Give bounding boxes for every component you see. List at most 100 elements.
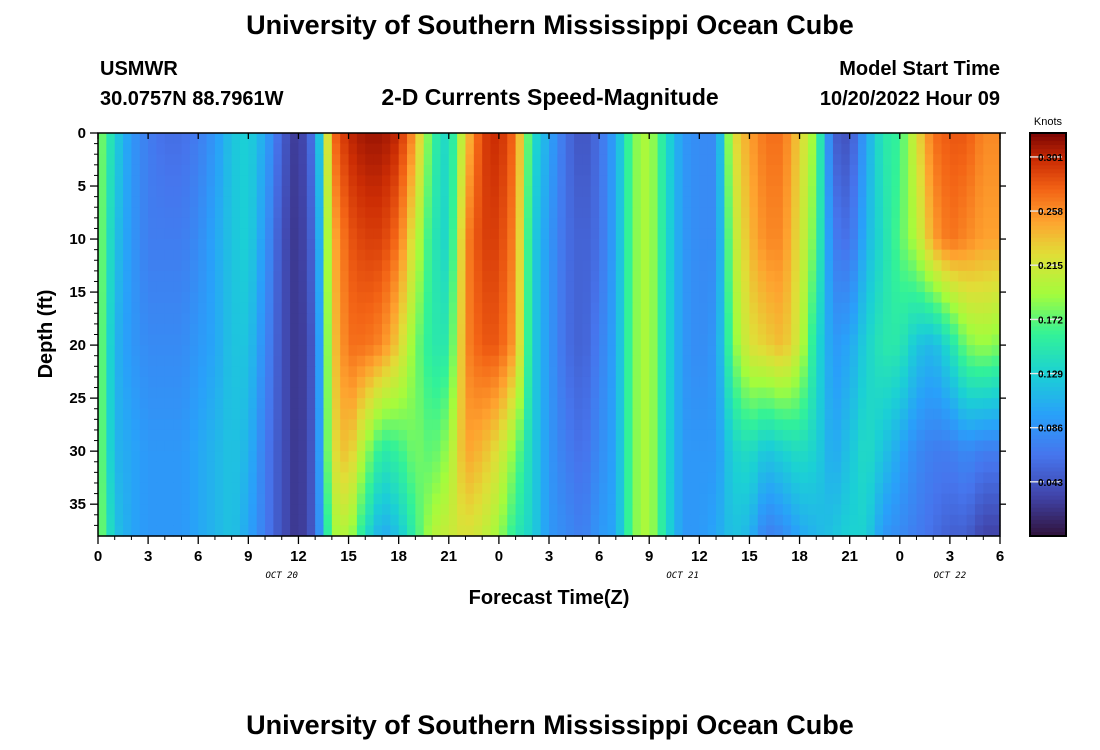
heatmap-cell [916,504,926,516]
heatmap-cell [883,472,893,484]
heatmap-cell [189,302,199,314]
heatmap-cell [849,323,859,336]
heatmap-cell [866,345,876,357]
heatmap-cell [916,440,926,452]
heatmap-cell [189,398,199,410]
heatmap-cell [841,429,851,442]
heatmap-cell [123,461,133,473]
heatmap-cell [381,419,391,431]
heatmap-cell [98,429,107,442]
heatmap-cell [315,175,325,187]
heatmap-cell [164,239,174,251]
heatmap-cell [507,429,517,442]
heatmap-cell [407,292,416,304]
heatmap-cell [423,270,433,283]
heatmap-cell [557,302,567,314]
heatmap-cell [908,355,918,367]
heatmap-cell [949,313,959,325]
heatmap-cell [532,525,542,537]
heatmap-cell [807,419,817,431]
heatmap-cell [599,292,609,304]
heatmap-cell [498,281,508,293]
heatmap-cell [607,186,617,198]
heatmap-cell [724,217,734,230]
heatmap-cell [649,196,659,208]
heatmap-cell [398,186,408,198]
heatmap-cell [841,154,851,166]
heatmap-cell [674,472,684,484]
heatmap-cell [757,143,767,155]
heatmap-cell [381,472,391,484]
heatmap-cell [858,186,867,198]
heatmap-cell [507,281,517,293]
heatmap-cell [832,196,842,208]
heatmap-cell [390,376,400,389]
heatmap-cell [749,313,759,325]
heatmap-cell [523,260,533,272]
heatmap-cell [540,366,550,378]
heatmap-cell [214,419,224,431]
heatmap-cell [749,429,759,442]
heatmap-cell [757,175,767,187]
heatmap-cell [231,175,241,187]
heatmap-cell [582,387,592,399]
heatmap-cell [164,429,174,442]
heatmap-cell [457,419,467,431]
heatmap-cell [858,292,867,304]
heatmap-cell [791,493,801,505]
heatmap-cell [432,440,442,452]
heatmap-cell [164,249,174,261]
heatmap-cell [949,504,959,516]
heatmap-cell [716,175,725,187]
heatmap-cell [156,154,166,166]
heatmap-cell [415,292,425,304]
heatmap-cell [674,387,684,399]
heatmap-cell [373,228,383,240]
heatmap-cell [983,451,993,463]
heatmap-cell [824,398,834,410]
heatmap-cell [206,154,216,166]
heatmap-cell [490,461,500,473]
heatmap-cell [707,440,717,452]
heatmap-cell [340,451,350,463]
heatmap-cell [123,429,133,442]
heatmap-cell [590,366,600,378]
heatmap-cell [816,281,826,293]
heatmap-cell [991,514,1001,526]
heatmap-cell [832,355,842,367]
heatmap-cell [365,429,375,442]
heatmap-cell [181,228,191,240]
heatmap-cell [949,260,959,272]
heatmap-cell [98,376,107,389]
heatmap-cell [899,376,909,389]
heatmap-cell [256,239,266,251]
heatmap-cell [607,175,617,187]
heatmap-cell [373,292,383,304]
heatmap-cell [532,345,542,357]
heatmap-cell [156,186,166,198]
heatmap-cell [331,366,341,378]
heatmap-cell [557,239,567,251]
heatmap-cell [515,207,525,219]
heatmap-cell [858,175,867,187]
colorbar-segment [1030,278,1066,283]
heatmap-cell [699,376,709,389]
heatmap-cell [791,345,801,357]
heatmap-cell [958,493,968,505]
heatmap-cell [766,451,776,463]
heatmap-cell [331,525,341,537]
heatmap-cell [265,461,274,473]
heatmap-cell [615,196,625,208]
axis-ticks: 0 3 6 9 12 15 18 21 0 3 6 9 12 15 18 21 0 3 60510152025303… [69,125,1006,581]
heatmap-cell [206,366,216,378]
heatmap-cell [198,270,208,283]
heatmap-cell [440,461,450,473]
colorbar-segment [1030,515,1066,521]
heatmap-cell [239,334,249,346]
heatmap-cell [908,504,918,516]
heatmap-cell [415,270,425,283]
heatmap-cell [941,504,951,516]
heatmap-cell [874,408,884,420]
heatmap-cell [315,429,325,442]
heatmap-cell [791,387,801,399]
